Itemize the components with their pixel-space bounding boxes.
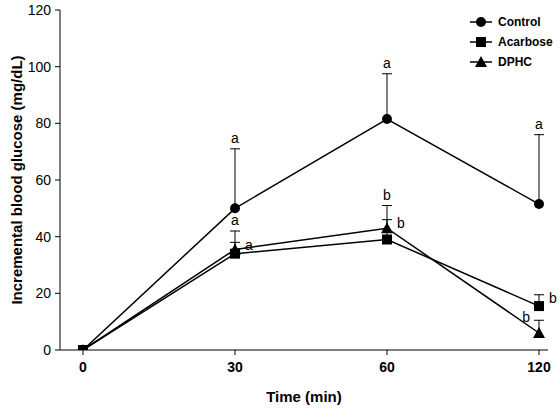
significance-letter: b (383, 187, 391, 203)
y-tick-label: 120 (28, 2, 52, 18)
legend-marker (475, 56, 487, 67)
significance-letter: a (535, 116, 543, 132)
x-tick-label: 60 (379, 359, 395, 375)
series-line (83, 240, 539, 351)
x-tick-label: 120 (527, 359, 551, 375)
legend: Control Acarbose DPHC (470, 15, 553, 69)
annotations: aaaabbabb (231, 55, 557, 326)
series-line (83, 228, 539, 350)
point (533, 327, 545, 338)
error-cap (382, 205, 392, 206)
error-bar (230, 242, 240, 253)
legend-marker (476, 37, 486, 47)
error-cap (230, 148, 240, 149)
point (77, 344, 89, 350)
y-tick (55, 180, 60, 181)
legend-label: DPHC (498, 55, 532, 69)
significance-letter: b (549, 290, 557, 306)
y-tick (55, 123, 60, 124)
series-line (83, 119, 539, 350)
y-tick (55, 10, 60, 11)
legend-label: Acarbose (498, 35, 553, 49)
y-tick-label: 0 (43, 342, 51, 358)
significance-letter: b (522, 309, 530, 325)
error-cap (534, 320, 544, 321)
x-axis (60, 350, 548, 351)
x-axis-title: Time (min) (266, 388, 342, 405)
x-tick (539, 350, 540, 355)
error-stem (387, 74, 388, 119)
point (534, 301, 544, 311)
y-tick (55, 236, 60, 237)
error-cap (534, 294, 544, 295)
significance-letter: a (231, 130, 239, 146)
error-stem (235, 149, 236, 209)
y-tick-label: 20 (35, 285, 51, 301)
x-tick-label: 30 (227, 359, 243, 375)
x-tick (387, 350, 388, 355)
significance-letter: a (245, 237, 253, 253)
x-tick-label: 0 (79, 359, 87, 375)
point (382, 235, 392, 245)
significance-letter: a (231, 212, 239, 228)
y-tick-label: 60 (35, 172, 51, 188)
significance-letter: b (397, 215, 405, 231)
legend-marker (476, 17, 486, 27)
y-tick-label: 40 (35, 229, 51, 245)
point (381, 222, 393, 233)
chart: 0 20 40 60 80 100 120 0 30 60 120 Time (min) Increme… (0, 0, 560, 420)
x-tick (235, 350, 236, 355)
y-tick (55, 350, 60, 351)
y-tick-label: 80 (35, 115, 51, 131)
y-tick (55, 66, 60, 67)
error-cap (382, 73, 392, 74)
error-cap (534, 134, 544, 135)
error-cap (230, 231, 240, 232)
y-tick (55, 293, 60, 294)
point (382, 114, 392, 124)
point (229, 243, 241, 254)
error-bar (382, 74, 392, 119)
y-axis-title: Incremental blood glucose (mg/dL) (8, 55, 25, 304)
y-tick-label: 100 (28, 59, 52, 75)
point (534, 199, 544, 209)
plot-area (77, 74, 545, 350)
error-bar (534, 135, 544, 204)
x-tick (83, 350, 84, 355)
legend-label: Control (498, 15, 541, 29)
error-stem (539, 135, 540, 204)
error-bar (230, 149, 240, 209)
significance-letter: a (383, 55, 391, 71)
